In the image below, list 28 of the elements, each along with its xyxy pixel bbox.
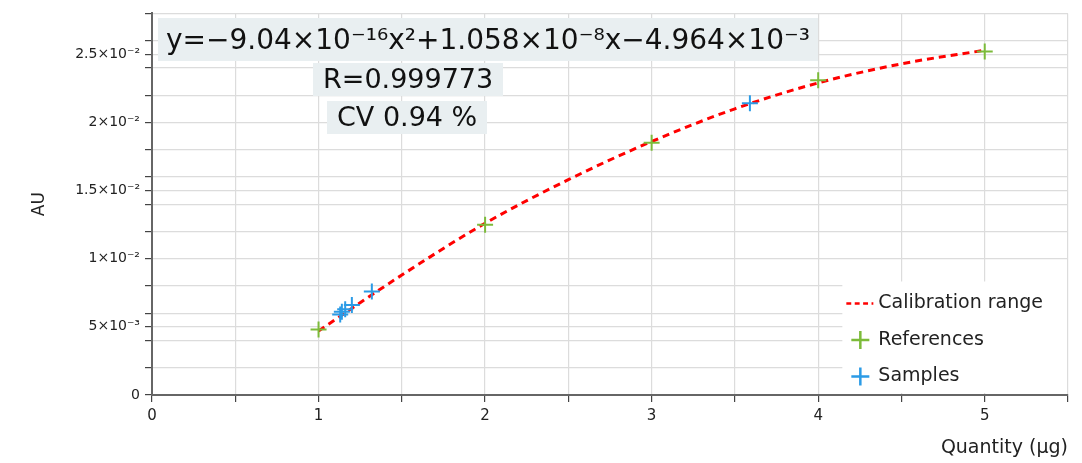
- legend-label: Calibration range: [878, 290, 1044, 313]
- point: [309, 320, 328, 339]
- x-tick-label: 1: [313, 405, 324, 424]
- point: [809, 71, 828, 90]
- point: [342, 296, 361, 315]
- annotation: y=−9.04×10⁻¹⁶x²+1.058×10⁻⁸x−4.964×10⁻³: [158, 18, 818, 62]
- point: [975, 42, 994, 61]
- x-tick-label: 5: [979, 405, 990, 424]
- annotation: R=0.999773: [313, 63, 504, 96]
- x-tick-label: 0: [147, 405, 157, 424]
- y-tick-label: 2×10⁻²: [88, 113, 140, 130]
- point: [362, 282, 381, 301]
- x-tick-label: 3: [646, 405, 657, 424]
- annotation: CV 0.94 %: [327, 101, 488, 134]
- x-tick-label: 4: [813, 405, 823, 424]
- legend-label: Samples: [878, 363, 960, 386]
- y-axis-title: AU: [27, 192, 48, 217]
- x-tick-label: 2: [480, 405, 490, 424]
- y-tick-label: 0: [131, 385, 140, 402]
- y-tick-label: 1×10⁻²: [88, 249, 140, 266]
- y-tick-label: 5×10⁻³: [88, 317, 140, 334]
- point: [476, 215, 495, 234]
- legend-label: References: [878, 326, 984, 349]
- point: [740, 94, 759, 113]
- x-axis-title: Quantity (µg): [940, 434, 1068, 457]
- point: [642, 133, 661, 152]
- y-tick-label: 2.5×10⁻²: [75, 44, 140, 61]
- y-tick-label: 1.5×10⁻²: [75, 181, 140, 198]
